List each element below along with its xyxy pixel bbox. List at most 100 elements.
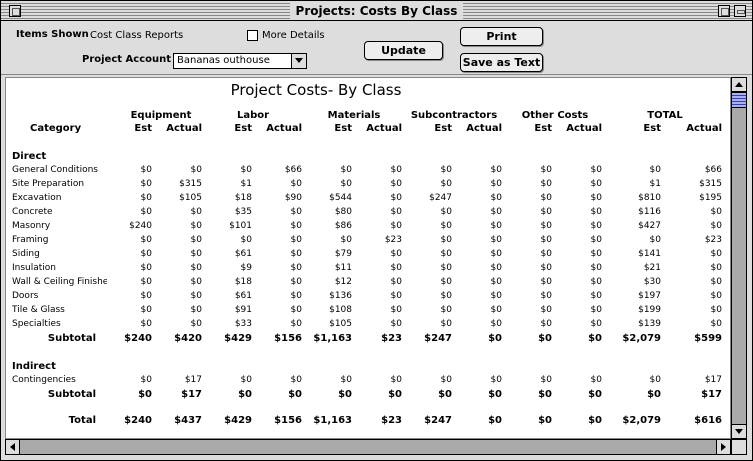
zoom-box-icon[interactable] <box>718 5 730 17</box>
table-cell: $91 <box>234 305 252 315</box>
group-header: Materials <box>327 110 381 121</box>
table-cell: $0 <box>490 179 502 189</box>
actual-column-header: Actual <box>686 123 722 134</box>
scroll-up-arrow-icon[interactable] <box>732 78 746 92</box>
update-button[interactable]: Update <box>364 41 443 60</box>
grow-box-icon[interactable] <box>731 439 747 455</box>
table-cell: $0 <box>440 235 452 245</box>
table-cell: $0 <box>710 291 722 301</box>
table-cell: $116 <box>638 207 661 217</box>
print-button[interactable]: Print <box>460 27 543 46</box>
scroll-right-arrow-icon[interactable] <box>716 440 730 454</box>
row-label: Siding <box>12 249 40 259</box>
table-cell: $0 <box>540 375 552 385</box>
table-cell: $0 <box>190 291 202 301</box>
table-cell: $1 <box>240 179 252 189</box>
row-label: Masonry <box>12 221 51 231</box>
table-cell: $0 <box>590 235 602 245</box>
table-cell: $66 <box>704 165 722 175</box>
items-shown-value[interactable]: Cost Class Reports <box>90 30 184 41</box>
table-cell: $0 <box>290 375 302 385</box>
table-cell: $0 <box>238 389 252 400</box>
table-cell: $0 <box>540 207 552 217</box>
row-label: Specialties <box>12 319 61 329</box>
table-cell: $0 <box>440 165 452 175</box>
items-shown-label: Items Shown <box>16 29 89 40</box>
table-cell: $136 <box>329 291 352 301</box>
table-cell: $0 <box>440 179 452 189</box>
report-area[interactable]: Project Costs- By Class Category Equipme… <box>5 77 731 439</box>
row-label: Wall & Ceiling Finishe <box>12 277 107 287</box>
table-row: Concrete $0 $0 $35 $0 $80 $0 $0 $0 $0 $0 $116 $0 <box>6 207 730 221</box>
table-cell: $544 <box>329 193 352 203</box>
est-column-header: Est <box>134 123 152 134</box>
table-cell: $0 <box>290 277 302 287</box>
table-cell: $0 <box>540 221 552 231</box>
table-cell: $17 <box>701 389 722 400</box>
table-cell: $0 <box>290 179 302 189</box>
scroll-left-arrow-icon[interactable] <box>6 440 20 454</box>
row-label: Total <box>68 415 96 426</box>
title-bar[interactable]: Projects: Costs By Class <box>1 1 752 21</box>
table-cell: $0 <box>190 319 202 329</box>
scroll-thumb[interactable] <box>732 92 746 108</box>
table-cell: $315 <box>699 179 722 189</box>
table-cell: $86 <box>334 221 352 231</box>
table-row: Siding $0 $0 $61 $0 $79 $0 $0 $0 $0 $0 $141 $0 <box>6 249 730 263</box>
table-cell: $0 <box>190 207 202 217</box>
table-cell: $0 <box>540 319 552 329</box>
table-cell: $108 <box>329 305 352 315</box>
table-cell: $0 <box>710 305 722 315</box>
table-row: Wall & Ceiling Finishe $0 $0 $18 $0 $12 $0 $0 $0… <box>6 277 730 291</box>
table-cell: $11 <box>334 263 352 273</box>
table-cell: $0 <box>390 291 402 301</box>
collapse-box-icon[interactable] <box>734 5 746 17</box>
table-cell: $0 <box>488 415 502 426</box>
table-cell: $240 <box>124 415 152 426</box>
table-cell: $0 <box>590 305 602 315</box>
table-cell: $0 <box>390 249 402 259</box>
vertical-scrollbar[interactable] <box>731 77 747 439</box>
table-cell: $0 <box>340 179 352 189</box>
table-cell: $0 <box>390 319 402 329</box>
scroll-down-arrow-icon[interactable] <box>732 424 746 438</box>
table-cell: $247 <box>424 333 452 344</box>
table-cell: $0 <box>290 235 302 245</box>
table-cell: $0 <box>290 207 302 217</box>
close-box-icon[interactable] <box>9 5 21 17</box>
horizontal-scrollbar[interactable] <box>5 439 731 455</box>
table-cell: $0 <box>190 249 202 259</box>
table-cell: $0 <box>140 319 152 329</box>
save-as-text-button[interactable]: Save as Text <box>460 53 543 72</box>
table-cell: $247 <box>429 193 452 203</box>
table-cell: $0 <box>540 235 552 245</box>
actual-column-header: Actual <box>366 123 402 134</box>
table-cell: $0 <box>649 235 661 245</box>
table-cell: $0 <box>140 165 152 175</box>
table-cell: $35 <box>234 207 252 217</box>
table-cell: $0 <box>340 375 352 385</box>
table-cell: $0 <box>490 207 502 217</box>
category-header: Category <box>30 123 82 134</box>
more-details-checkbox[interactable] <box>247 30 258 41</box>
row-label: Insulation <box>12 263 57 273</box>
row-label: Doors <box>12 291 39 301</box>
table-row: Doors $0 $0 $61 $0 $136 $0 $0 $0 $0 $0 $197 $0 <box>6 291 730 305</box>
chevron-down-icon[interactable] <box>291 54 306 68</box>
table-cell: $0 <box>538 415 552 426</box>
table-cell: $0 <box>490 319 502 329</box>
row-label: Subtotal <box>47 389 96 400</box>
table-cell: $0 <box>590 375 602 385</box>
table-cell: $0 <box>588 415 602 426</box>
table-cell: $0 <box>540 305 552 315</box>
table-cell: $0 <box>649 375 661 385</box>
table-cell: $0 <box>440 277 452 287</box>
more-details-label[interactable]: More Details <box>262 30 325 41</box>
project-account-select[interactable]: Bananas outhouse <box>173 53 307 69</box>
report-header: Items Shown Cost Class Reports More Deta… <box>1 22 752 75</box>
table-cell: $429 <box>224 333 252 344</box>
table-cell: $156 <box>274 415 302 426</box>
table-cell: $0 <box>490 221 502 231</box>
table-cell: $0 <box>140 193 152 203</box>
table-cell: $0 <box>538 389 552 400</box>
